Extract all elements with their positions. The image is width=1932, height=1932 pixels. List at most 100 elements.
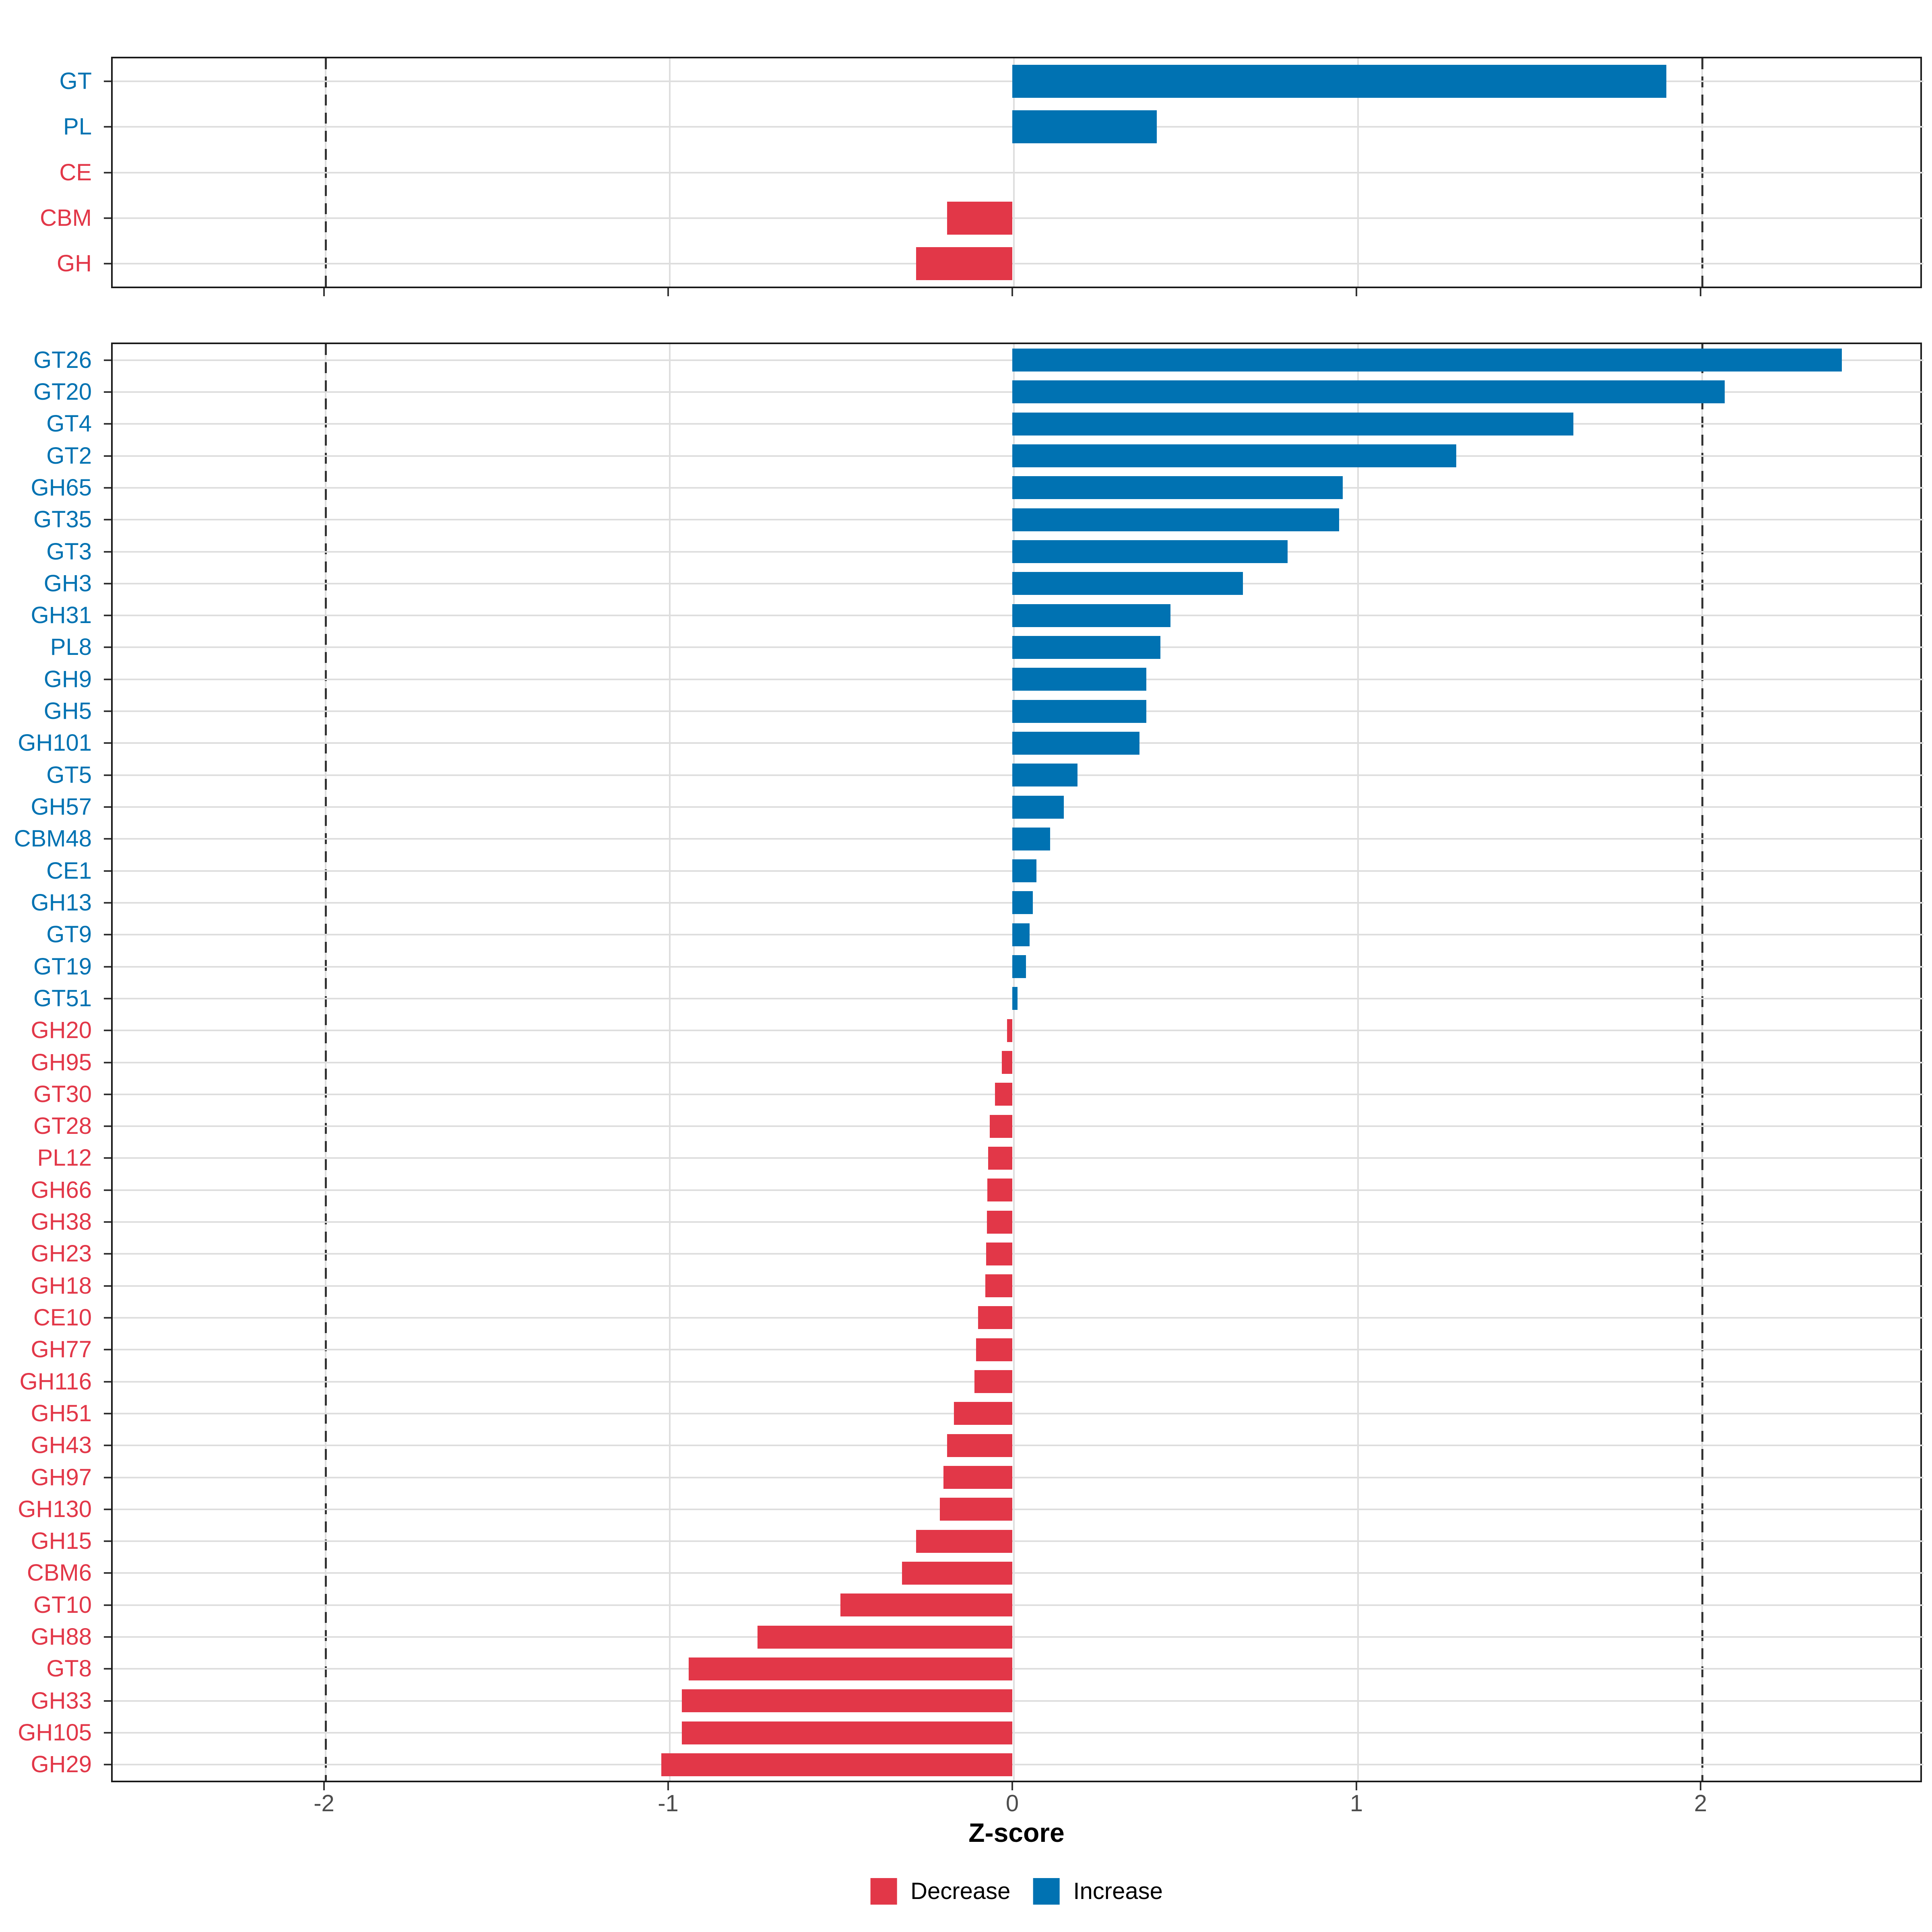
y-tick bbox=[104, 1700, 111, 1702]
bar bbox=[978, 1306, 1012, 1329]
category-label: GH bbox=[57, 250, 92, 277]
y-tick bbox=[104, 1125, 111, 1127]
increase-swatch-icon bbox=[1033, 1878, 1060, 1905]
category-label: PL bbox=[63, 114, 92, 140]
x-tick bbox=[1356, 288, 1357, 296]
bar bbox=[1012, 508, 1340, 531]
bar bbox=[1012, 827, 1051, 850]
bar bbox=[976, 1338, 1012, 1361]
bar bbox=[954, 1402, 1012, 1425]
h-gridline bbox=[113, 1572, 1924, 1574]
h-gridline bbox=[113, 1445, 1924, 1447]
x-tick-label: 2 bbox=[1694, 1790, 1707, 1816]
h-gridline bbox=[113, 1476, 1924, 1478]
bar bbox=[916, 247, 1012, 281]
legend-item-decrease: Decrease bbox=[870, 1878, 1010, 1905]
bar bbox=[1012, 604, 1171, 627]
bar bbox=[916, 1530, 1012, 1553]
y-tick bbox=[104, 1572, 111, 1574]
bar bbox=[1012, 859, 1036, 883]
y-tick bbox=[104, 391, 111, 393]
category-label: GH38 bbox=[31, 1209, 92, 1235]
y-tick bbox=[104, 1604, 111, 1606]
category-label: GH66 bbox=[31, 1177, 92, 1203]
y-tick bbox=[104, 1221, 111, 1223]
y-tick bbox=[104, 1764, 111, 1766]
x-tick-label: -1 bbox=[658, 1790, 679, 1816]
y-tick bbox=[104, 1508, 111, 1510]
y-tick bbox=[104, 806, 111, 808]
y-tick bbox=[104, 1668, 111, 1670]
x-tick-label: -2 bbox=[314, 1790, 334, 1816]
h-gridline bbox=[113, 1540, 1924, 1542]
bar bbox=[947, 201, 1012, 235]
bar bbox=[1012, 444, 1456, 468]
category-label: GH31 bbox=[31, 602, 92, 629]
y-tick bbox=[104, 217, 111, 219]
h-gridline bbox=[113, 1668, 1924, 1670]
y-tick bbox=[104, 646, 111, 648]
bar bbox=[1012, 476, 1343, 500]
bar bbox=[987, 1179, 1012, 1202]
category-label: GT9 bbox=[46, 921, 92, 948]
category-label: GH18 bbox=[31, 1272, 92, 1299]
h-gridline bbox=[113, 1636, 1924, 1638]
legend-label: Decrease bbox=[910, 1878, 1011, 1904]
bar bbox=[1012, 380, 1725, 404]
x-tick bbox=[323, 288, 325, 296]
bar bbox=[986, 1242, 1012, 1265]
category-label: GT30 bbox=[33, 1081, 92, 1107]
y-tick bbox=[104, 1732, 111, 1734]
x-tick bbox=[323, 1782, 325, 1790]
bar bbox=[1012, 349, 1842, 372]
h-gridline bbox=[113, 1061, 1924, 1063]
bar bbox=[943, 1466, 1012, 1489]
y-tick bbox=[104, 838, 111, 840]
h-gridline bbox=[113, 1157, 1924, 1159]
h-gridline bbox=[113, 1764, 1924, 1766]
bar bbox=[1012, 412, 1573, 436]
category-label: GT bbox=[59, 68, 92, 94]
y-tick bbox=[104, 519, 111, 521]
bar bbox=[689, 1657, 1012, 1680]
bar bbox=[1012, 110, 1157, 144]
x-tick bbox=[1700, 288, 1701, 296]
x-tick bbox=[1011, 1782, 1013, 1790]
bar bbox=[1012, 540, 1288, 564]
bar bbox=[682, 1721, 1012, 1744]
h-gridline bbox=[113, 1317, 1924, 1319]
h-gridline bbox=[113, 1508, 1924, 1510]
y-tick bbox=[104, 1061, 111, 1063]
category-label: CE10 bbox=[33, 1304, 92, 1331]
y-tick bbox=[104, 582, 111, 584]
category-label: GH43 bbox=[31, 1432, 92, 1459]
bar bbox=[1012, 795, 1064, 819]
h-gridline bbox=[113, 217, 1924, 219]
bar bbox=[758, 1625, 1012, 1649]
bar bbox=[988, 1146, 1012, 1170]
h-gridline bbox=[113, 1285, 1924, 1287]
h-gridline bbox=[113, 1381, 1924, 1383]
bar bbox=[1012, 891, 1033, 914]
category-label: GH65 bbox=[31, 474, 92, 501]
y-tick bbox=[104, 551, 111, 553]
y-tick bbox=[104, 1349, 111, 1351]
bar bbox=[990, 1115, 1012, 1138]
h-gridline bbox=[113, 1349, 1924, 1351]
y-tick bbox=[104, 263, 111, 265]
category-label: GH51 bbox=[31, 1400, 92, 1426]
h-gridline bbox=[113, 171, 1924, 173]
category-label: GH130 bbox=[18, 1496, 92, 1522]
top-panel bbox=[111, 57, 1924, 288]
bar bbox=[995, 1083, 1012, 1106]
category-label: CE1 bbox=[46, 857, 92, 884]
bottom-panel bbox=[111, 343, 1924, 1782]
category-label: GT2 bbox=[46, 442, 92, 469]
y-tick bbox=[104, 1636, 111, 1638]
category-label: GT8 bbox=[46, 1655, 92, 1682]
category-label: PL8 bbox=[50, 634, 92, 661]
category-label: GT51 bbox=[33, 985, 92, 1011]
h-gridline bbox=[113, 1093, 1924, 1095]
y-tick bbox=[104, 678, 111, 680]
bar bbox=[1002, 1051, 1012, 1074]
